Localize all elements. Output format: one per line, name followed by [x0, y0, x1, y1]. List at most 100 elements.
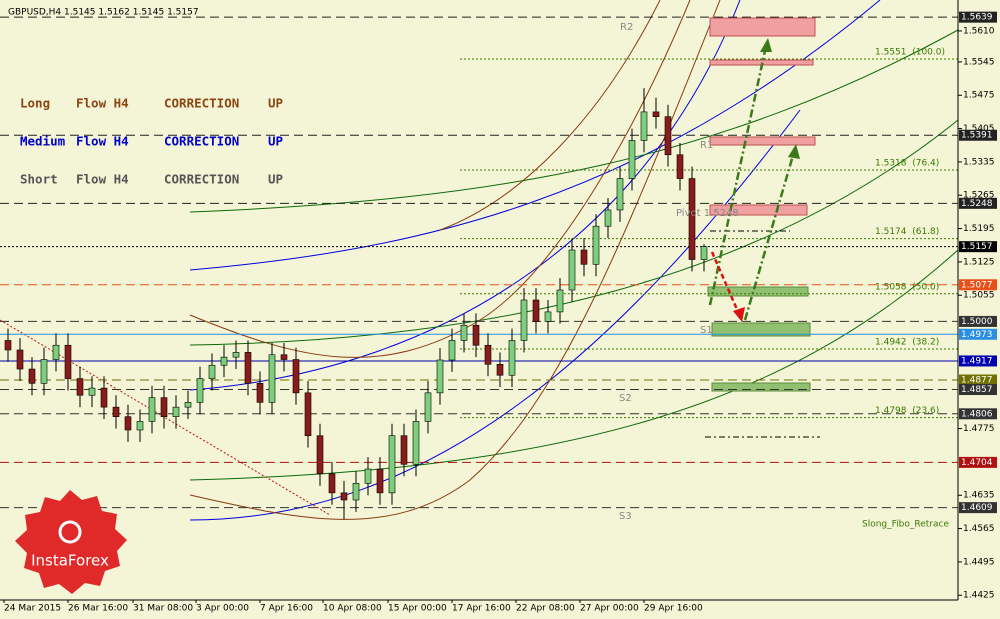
- logo-text: InstaForex: [31, 552, 109, 570]
- flow-text: CORRECTION: [164, 134, 239, 149]
- candle-body: [76, 378, 84, 396]
- candle-body: [28, 368, 36, 384]
- candle-body: [208, 364, 216, 379]
- candle-body: [328, 473, 336, 494]
- level-label: 1.4609: [961, 503, 993, 513]
- fibo-label: 1.5318 (76.4): [875, 159, 939, 169]
- y-tick-label: 1.5610: [963, 26, 995, 36]
- flow-text: Flow H4: [76, 96, 129, 111]
- channel-curve: [189, 0, 881, 271]
- candle-body: [64, 344, 72, 379]
- flow-text: CORRECTION: [164, 96, 239, 111]
- pivot-label: S3: [619, 511, 632, 522]
- candle-body: [316, 435, 324, 475]
- level-label: 1.5639: [961, 13, 993, 23]
- arrow-head: [788, 144, 800, 159]
- level-box: [959, 384, 997, 396]
- flow-text: Flow H4: [76, 172, 129, 187]
- zone: [707, 286, 809, 297]
- candle-body: [496, 363, 504, 376]
- candle-body: [112, 406, 120, 417]
- x-tick-label: 31 Mar 08:00: [133, 604, 193, 614]
- candle-body: [544, 311, 552, 322]
- zone: [709, 17, 816, 37]
- level-label: 1.4877: [961, 376, 993, 386]
- level-label: 1.5077: [961, 280, 993, 290]
- x-tick-label: 15 Apr 00:00: [388, 604, 447, 614]
- y-tick-label: 1.5405: [963, 124, 995, 134]
- candle-body: [484, 344, 492, 365]
- level-box: [959, 374, 997, 386]
- level-box: [959, 328, 997, 340]
- level-box: [959, 355, 997, 367]
- candle-body: [508, 340, 516, 376]
- candle-body: [268, 354, 276, 403]
- candle-body: [676, 154, 684, 179]
- y-tick-label: 1.4635: [963, 491, 995, 501]
- candle-body: [100, 387, 108, 408]
- pivot-label: Pivot 1.5248: [676, 208, 739, 219]
- level-box: [959, 197, 997, 209]
- logo: InstaForex: [15, 490, 127, 594]
- level-box: [959, 315, 997, 327]
- fibo-label: 1.5551 (100.0): [875, 48, 945, 58]
- candle-body: [388, 435, 396, 494]
- y-tick-label: 1.4425: [963, 591, 995, 601]
- channel-curve: [189, 249, 959, 481]
- candle-body: [244, 352, 252, 384]
- x-tick-label: 22 Apr 08:00: [516, 604, 575, 614]
- candle-body: [88, 387, 96, 396]
- arrow: [708, 45, 768, 306]
- fibo-label: 1.4942 (38.2): [875, 338, 939, 348]
- candle-body: [196, 378, 204, 403]
- x-tick-label: 7 Apr 16:00: [260, 604, 313, 614]
- level-label: 1.5000: [961, 317, 993, 327]
- candle-body: [340, 492, 348, 501]
- candle-body: [148, 397, 156, 422]
- channel-curve: [189, 29, 959, 213]
- candle-body: [412, 421, 420, 465]
- arc: [439, 0, 661, 231]
- level-box: [959, 11, 997, 23]
- candle-body: [616, 178, 624, 211]
- y-tick-label: 1.4495: [963, 557, 995, 567]
- candle-body: [556, 289, 564, 313]
- candle-body: [184, 402, 192, 408]
- candle-body: [664, 116, 672, 156]
- pivot-label: R2: [620, 22, 633, 33]
- candle-body: [40, 359, 48, 384]
- flow-text: CORRECTION: [164, 172, 239, 187]
- candle-body: [376, 468, 384, 494]
- fibo-label: 1.5174 (61.8): [875, 227, 939, 237]
- candle-body: [580, 249, 588, 265]
- y-tick-label: 1.5545: [963, 57, 995, 67]
- candle-body: [220, 356, 228, 366]
- flow-text: Short: [20, 172, 58, 187]
- logo-icon: [58, 520, 82, 544]
- arrow: [710, 251, 741, 315]
- level-label: 1.4806: [961, 409, 993, 419]
- level-label: 1.5248: [961, 199, 993, 209]
- candle-body: [16, 349, 24, 370]
- arrow-head: [760, 38, 772, 52]
- channel-curve: [189, 119, 959, 346]
- level-label: 1.4973: [961, 330, 993, 340]
- candle-body: [172, 406, 180, 417]
- candles: [4, 88, 708, 520]
- candle-body: [352, 483, 360, 501]
- candle-body: [4, 340, 12, 351]
- candle-body: [460, 324, 468, 341]
- candle-body: [652, 111, 660, 117]
- flow-text: Long: [20, 96, 50, 111]
- candle-body: [160, 397, 168, 417]
- candle-body: [52, 344, 60, 360]
- candle-body: [304, 392, 312, 437]
- candle-body: [592, 225, 600, 265]
- candle-body: [448, 340, 456, 361]
- candle-body: [292, 359, 300, 394]
- flow-text: Flow H4: [76, 134, 129, 149]
- level-label: 1.4857: [961, 385, 993, 395]
- y-tick-label: 1.4775: [963, 424, 995, 434]
